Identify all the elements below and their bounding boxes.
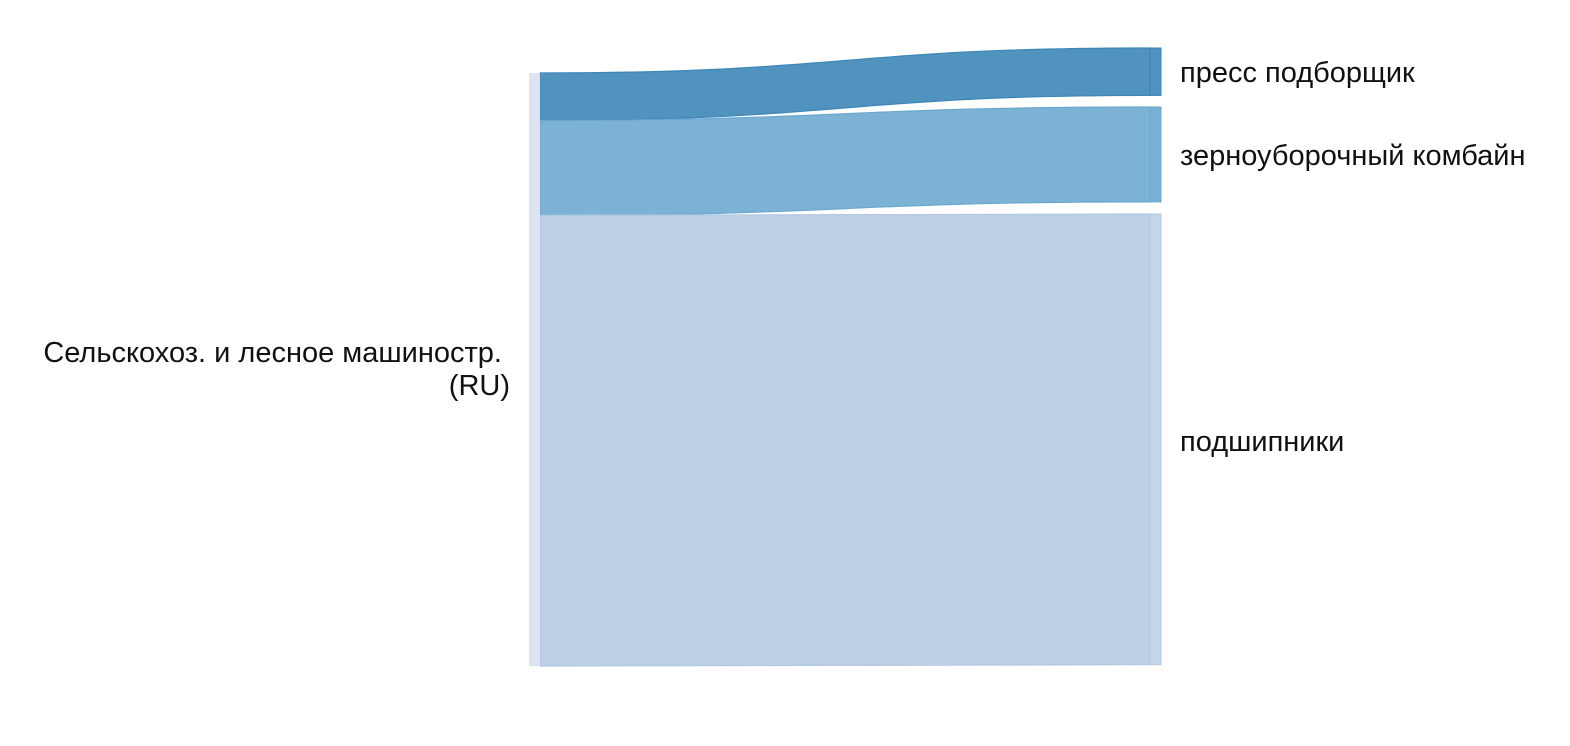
sankey-nodes (529, 47, 1162, 666)
node-label-combine: зерноуборочный комбайн (1180, 140, 1526, 172)
node-press (1149, 47, 1162, 96)
node-label-source-line-1: Сельскохоз. и лесное машиностр. (43, 337, 502, 369)
node-source (529, 73, 540, 666)
node-label-press: пресс подборщик (1180, 57, 1415, 89)
link-bearings (539, 213, 1151, 667)
link-combine (539, 106, 1151, 216)
node-bearings (1149, 213, 1162, 666)
node-label-bearings: подшипники (1180, 426, 1344, 458)
sankey-links (539, 47, 1151, 667)
node-combine (1149, 106, 1162, 203)
node-label-source-line-2: (RU) (449, 370, 510, 402)
node-label-source: Сельскохоз. и лесное машиностр. (RU) (43, 337, 510, 402)
